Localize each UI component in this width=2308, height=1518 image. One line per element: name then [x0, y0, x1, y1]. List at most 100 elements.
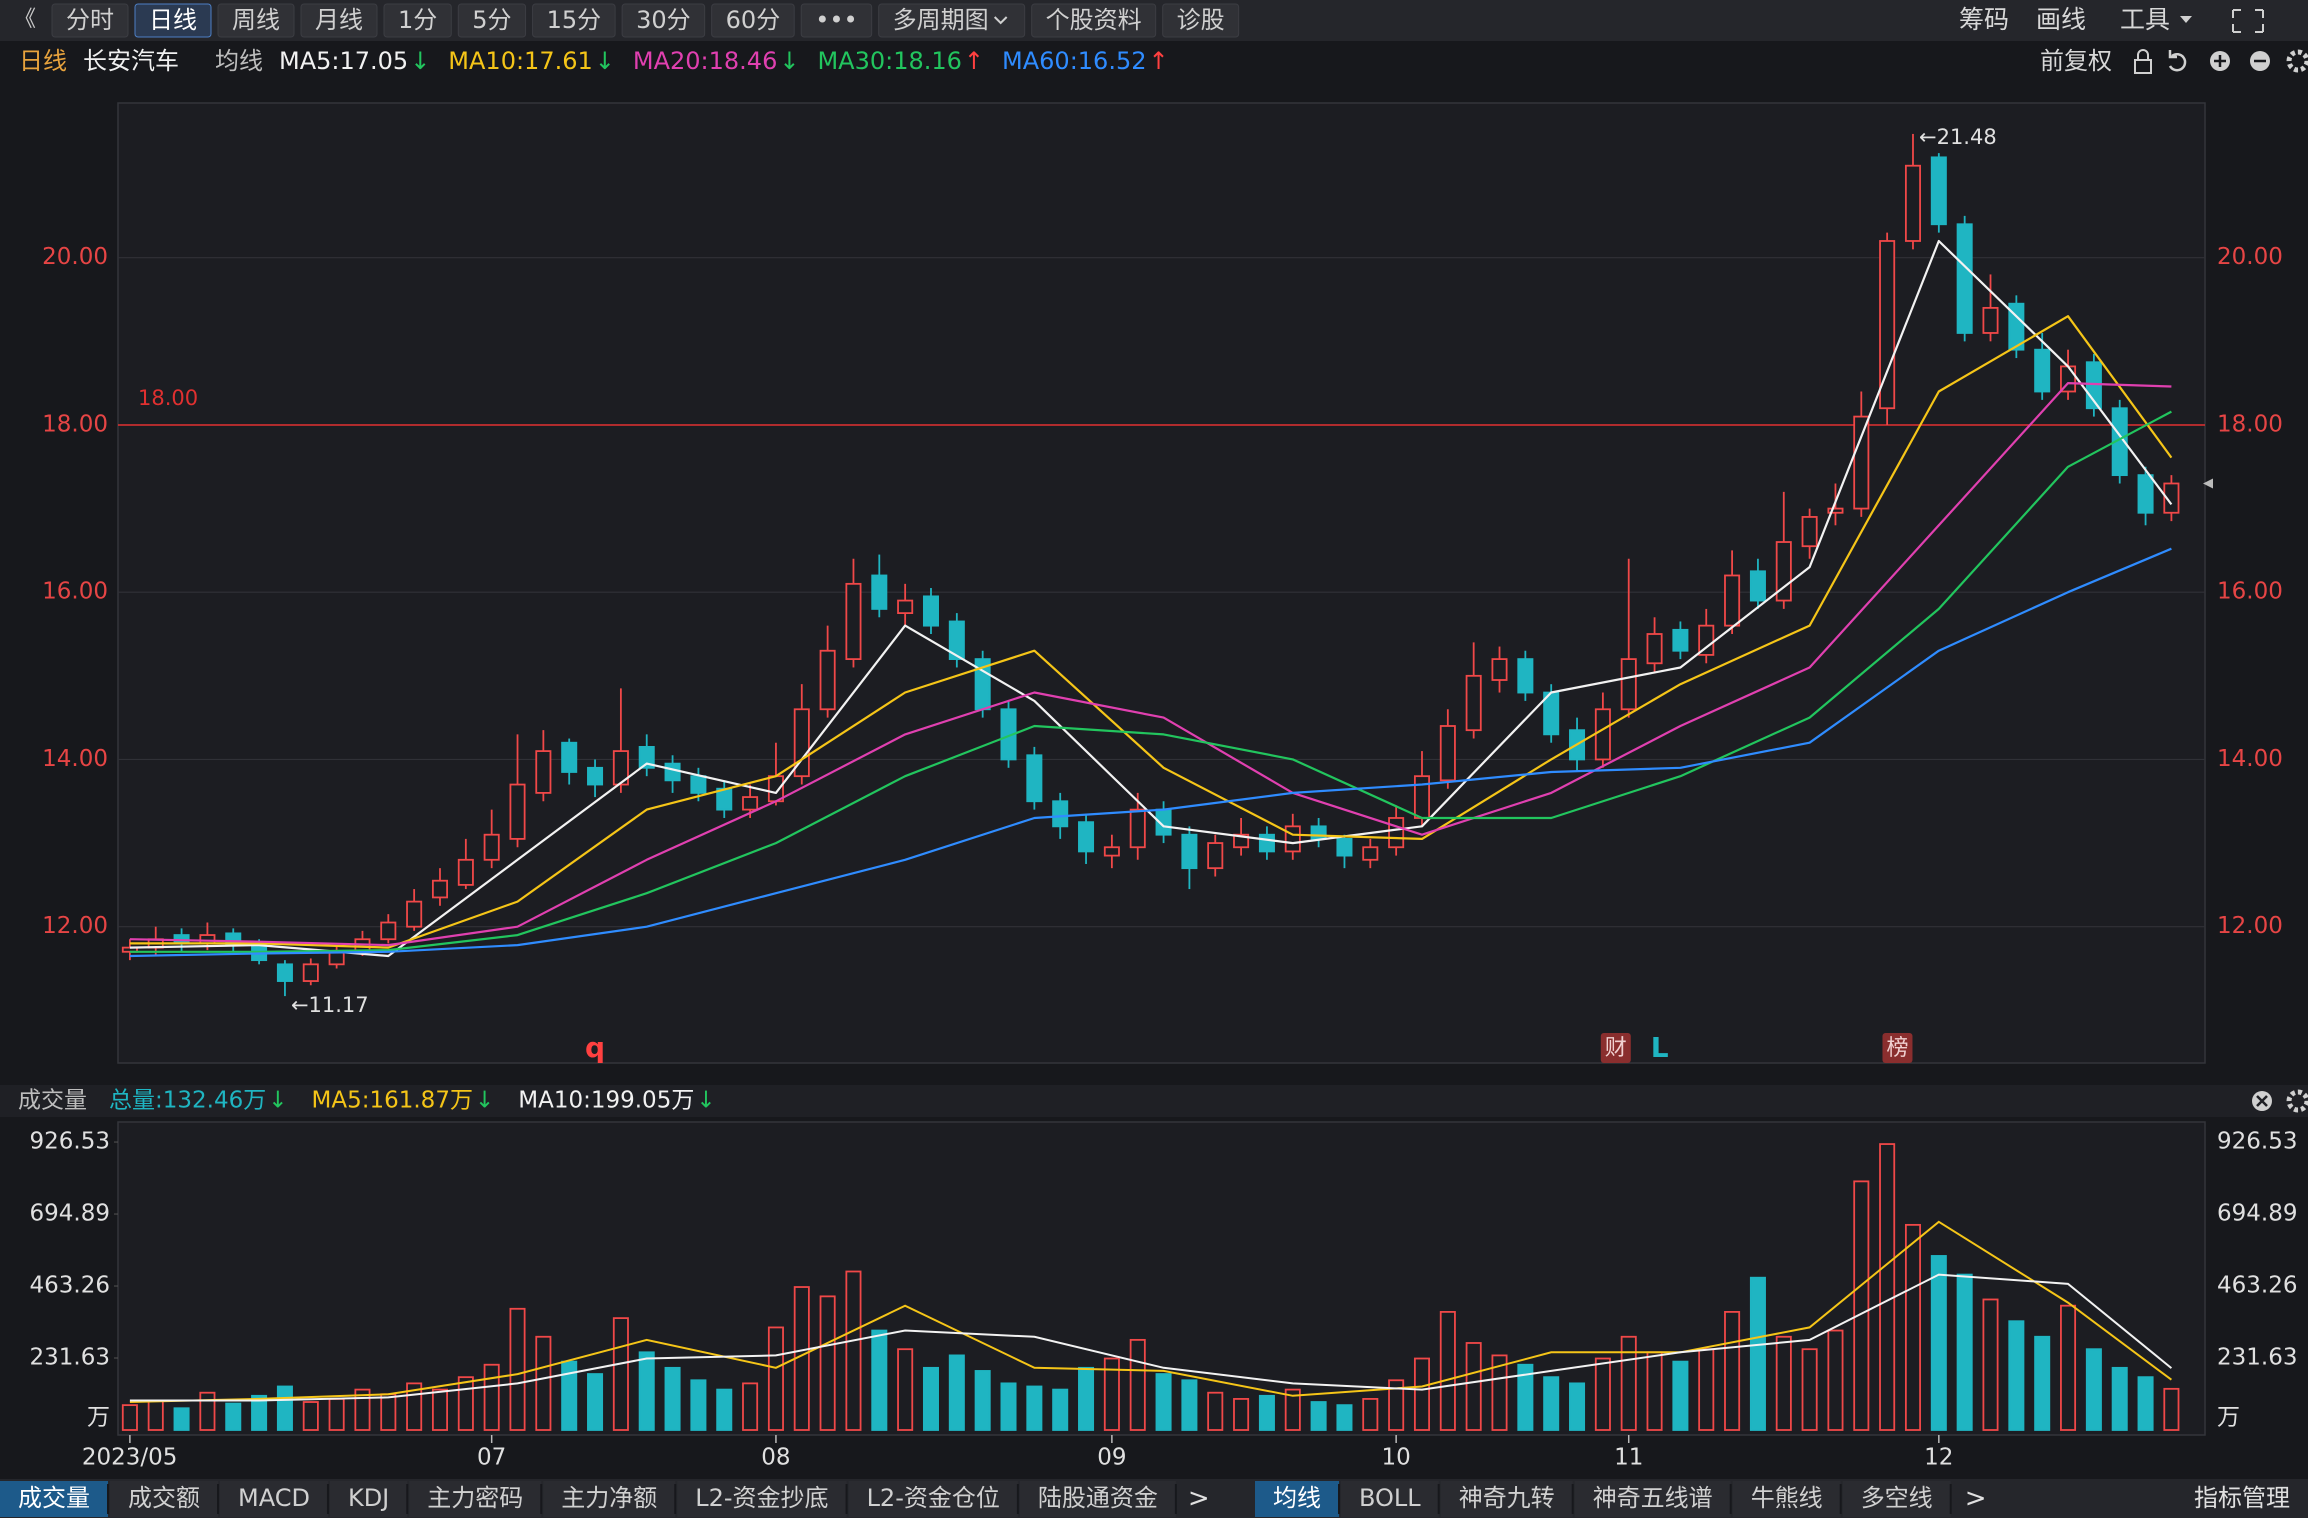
indicator-tab-label[interactable]: 牛熊线: [1751, 1484, 1823, 1512]
period-button-label[interactable]: 30分: [636, 6, 691, 34]
candle-body: [1775, 541, 1792, 602]
period-button[interactable]: [51, 3, 129, 38]
indicator-tab[interactable]: [220, 1481, 328, 1517]
period-button-label[interactable]: 周线: [232, 6, 280, 34]
indicator-tab-label[interactable]: 神奇九转: [1459, 1484, 1555, 1512]
volume-bar: [251, 1394, 268, 1431]
period-button-label[interactable]: •••: [815, 6, 857, 34]
period-button-label[interactable]: 诊股: [1177, 6, 1225, 34]
candle-body: [1207, 842, 1224, 870]
undo-icon[interactable]: [2168, 50, 2187, 72]
indicator-tab-label[interactable]: 主力密码: [427, 1484, 523, 1512]
indicator-tab-label[interactable]: 陆股通资金: [1038, 1484, 1158, 1512]
indicator-manage[interactable]: 指标管理: [2194, 1484, 2290, 1512]
period-button[interactable]: [711, 3, 795, 38]
settings-icon[interactable]: [2286, 49, 2308, 73]
volume-bar: [1284, 1388, 1301, 1431]
indicator-tab-label[interactable]: 主力净额: [561, 1484, 657, 1512]
indicator-tab[interactable]: [1574, 1481, 1731, 1517]
indicator-tab[interactable]: [329, 1481, 408, 1517]
candle-body: [1310, 825, 1327, 840]
indicator-tab-label[interactable]: L2-资金仓位: [867, 1484, 1000, 1512]
ma-arrow: ↓: [595, 47, 615, 75]
period-button[interactable]: [383, 3, 452, 38]
period-button[interactable]: [878, 3, 1026, 38]
indicator-tab-label[interactable]: BOLL: [1359, 1484, 1421, 1512]
settings-icon[interactable]: [2286, 1089, 2308, 1113]
volume-bar: [2085, 1348, 2102, 1431]
candle-body: [1879, 240, 1896, 410]
indicator-tab[interactable]: [1255, 1481, 1339, 1517]
volume-stat: MA10:199.05万: [518, 1088, 694, 1114]
indicator-tab[interactable]: [409, 1481, 542, 1517]
indicator-tab[interactable]: [1341, 1481, 1439, 1517]
fullscreen-icon[interactable]: [2232, 9, 2264, 33]
tool-menu[interactable]: 工具: [2120, 5, 2170, 34]
period-button[interactable]: [217, 3, 295, 38]
period-button[interactable]: [134, 3, 212, 38]
indicator-tab[interactable]: [1440, 1481, 1573, 1517]
indicator-tab[interactable]: [1732, 1481, 1841, 1517]
indicator-tab-label[interactable]: L2-资金抄底: [695, 1484, 828, 1512]
candle-body: [1724, 574, 1741, 627]
period-button[interactable]: [300, 3, 378, 38]
adjust-mode[interactable]: 前复权: [2040, 47, 2112, 75]
period-button[interactable]: [532, 3, 616, 38]
volume-stat-arrow: ↓: [475, 1088, 494, 1114]
period-button-label[interactable]: 多周期图: [893, 6, 989, 34]
period-button[interactable]: [800, 3, 873, 38]
indicator-tab-label[interactable]: KDJ: [348, 1484, 389, 1512]
period-button[interactable]: [457, 3, 527, 38]
volume-bar: [328, 1398, 345, 1431]
x-tick-label: 07: [477, 1445, 506, 1471]
indicator-tab[interactable]: [1019, 1481, 1176, 1517]
y-tick-label-right: 14.00: [2217, 746, 2283, 772]
event-badge[interactable]: [1600, 1033, 1631, 1063]
volume-bar: [147, 1399, 164, 1431]
volume-bar: [1181, 1379, 1198, 1431]
back-button[interactable]: 《: [14, 7, 36, 32]
event-badge[interactable]: [1882, 1033, 1913, 1063]
indicator-tab[interactable]: [848, 1481, 1018, 1517]
period-button[interactable]: [621, 3, 706, 38]
volume-bar: [1000, 1382, 1017, 1431]
period-button-label[interactable]: 分时: [66, 6, 114, 34]
indicator-tab-label[interactable]: 均线: [1273, 1484, 1321, 1512]
tool-menu[interactable]: 画线: [2036, 5, 2086, 34]
period-button-label[interactable]: 个股资料: [1046, 6, 1142, 34]
indicator-tab[interactable]: [1842, 1481, 1951, 1517]
period-button-label[interactable]: 1分: [398, 6, 437, 34]
event-marker[interactable]: 榜: [1886, 1036, 1908, 1061]
volume-bar: [1827, 1329, 1844, 1431]
y-tick-label: 463.26: [30, 1273, 110, 1299]
period-button[interactable]: [1031, 3, 1157, 38]
period-button[interactable]: [1162, 3, 1240, 38]
lock-icon[interactable]: [2134, 49, 2152, 74]
period-button-label[interactable]: 15分: [547, 6, 602, 34]
tab-scroll[interactable]: >: [1188, 1484, 1210, 1514]
volume-bar: [819, 1295, 836, 1431]
volume-bar: [1129, 1338, 1146, 1431]
event-marker[interactable]: q: [585, 1031, 605, 1064]
tab-scroll[interactable]: >: [1965, 1484, 1987, 1514]
indicator-tab-label[interactable]: 多空线: [1861, 1484, 1933, 1512]
indicator-tab[interactable]: [0, 1481, 108, 1517]
indicator-tab-label[interactable]: 神奇五线谱: [1593, 1484, 1713, 1512]
indicator-tab-label[interactable]: 成交额: [128, 1484, 200, 1512]
indicator-tab[interactable]: [110, 1481, 218, 1517]
event-marker[interactable]: L: [1651, 1031, 1669, 1064]
event-marker[interactable]: 财: [1605, 1036, 1627, 1061]
candle-body: [328, 950, 345, 966]
indicator-tab[interactable]: [543, 1481, 676, 1517]
period-button-label[interactable]: 60分: [726, 6, 781, 34]
volume-bar: [225, 1402, 242, 1431]
period-button-label[interactable]: 月线: [315, 6, 363, 34]
volume-stat: MA5:161.87万: [312, 1088, 473, 1114]
period-button-label[interactable]: 日线: [149, 6, 197, 34]
tool-menu[interactable]: 筹码: [1959, 5, 2009, 34]
indicator-tab-label[interactable]: 成交量: [18, 1484, 90, 1512]
indicator-tab[interactable]: [677, 1481, 847, 1517]
candle-body: [483, 833, 500, 861]
indicator-tab-label[interactable]: MACD: [238, 1484, 310, 1512]
period-button-label[interactable]: 5分: [472, 6, 511, 34]
